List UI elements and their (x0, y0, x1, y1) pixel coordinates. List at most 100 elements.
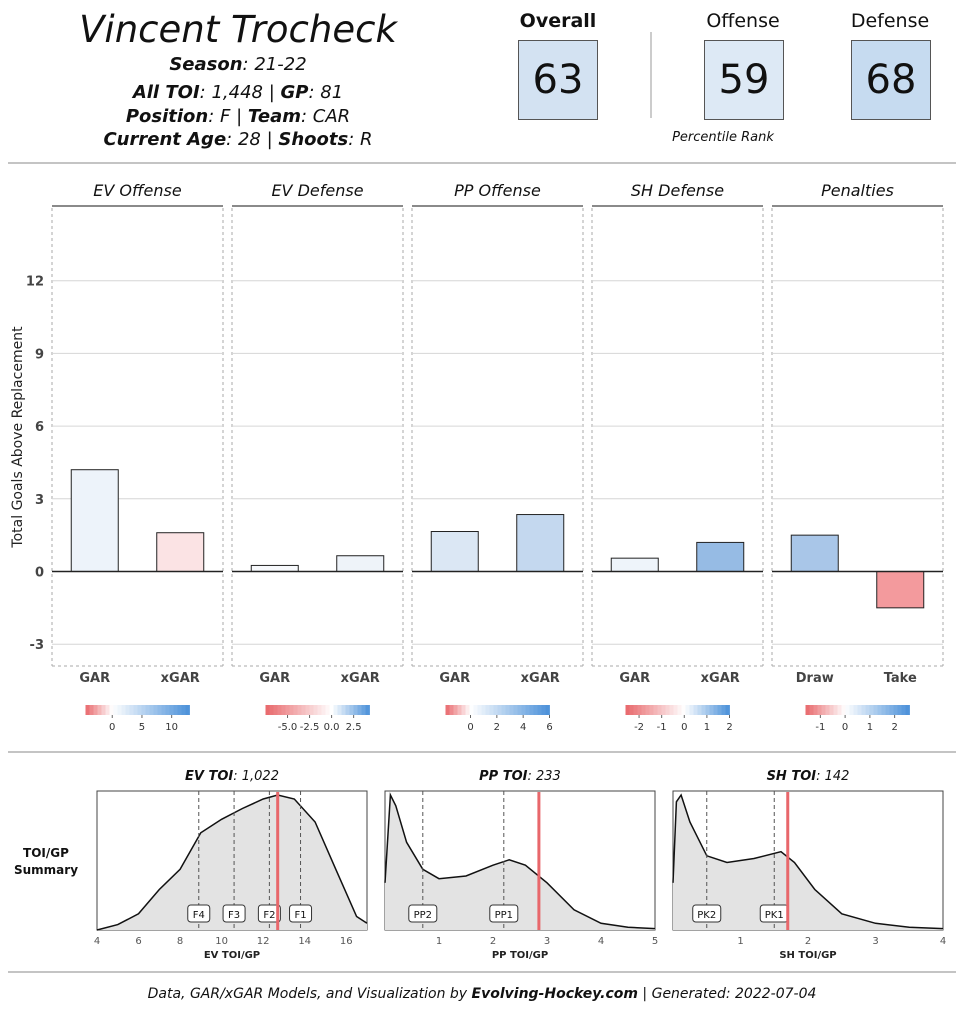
legend-gradient-cell (161, 705, 166, 715)
legend-gradient-cell (525, 705, 530, 715)
legend-gradient-cell (309, 705, 314, 715)
toi-panel-title: SH TOI: 142 (767, 769, 850, 784)
toi-x-tick-label: 3 (872, 936, 878, 947)
gar-bar (430, 531, 479, 572)
x-tick-label: GAR (439, 671, 470, 686)
toi-x-tick-label: 4 (94, 936, 100, 947)
legend-gradient-cell (805, 705, 810, 715)
season-line: Season: 21-22 (169, 54, 307, 75)
legend-tick-label: 1 (704, 722, 710, 733)
x-tick-label: xGAR (341, 671, 380, 686)
legend-gradient-cell (865, 705, 870, 715)
legend-gradient-cell (669, 705, 674, 715)
legend-gradient-cell (853, 705, 858, 715)
legend-gradient-cell (317, 705, 322, 715)
age-value: 28 (237, 129, 261, 150)
legend-gradient-cell (705, 705, 710, 715)
legend-tick-label: 10 (165, 722, 178, 733)
legend-gradient-cell (365, 705, 370, 715)
position-line: Position: F | Team: CAR (125, 106, 351, 127)
footer-prefix: Data, GAR/xGAR Models, and Visualization… (147, 986, 468, 1002)
y-tick-label: 12 (26, 275, 44, 290)
line-marker-label: F3 (228, 910, 240, 921)
x-tick-label: xGAR (161, 671, 200, 686)
toi-x-tick-label: 5 (652, 936, 658, 947)
season-label: Season (169, 54, 243, 75)
legend-gradient-cell (533, 705, 538, 715)
toi-title-label: PP TOI (479, 769, 528, 784)
legend-gradient-cell (825, 705, 830, 715)
legend-tick-label: 0 (681, 722, 687, 733)
legend-gradient-cell (833, 705, 838, 715)
toi-density-line (96, 794, 368, 931)
toi-title-value: : 142 (816, 769, 849, 784)
legend-gradient-cell (721, 705, 726, 715)
legend-gradient-cell (857, 705, 862, 715)
legend-gradient-cell (281, 705, 286, 715)
legend-gradient-cell (869, 705, 874, 715)
legend-gradient-cell (873, 705, 878, 715)
legend-gradient-cell (837, 705, 842, 715)
y-tick-label: 3 (35, 493, 44, 508)
footer-suffix: | Generated: 2022-07-04 (642, 986, 817, 1002)
legend-gradient-cell (173, 705, 178, 715)
gp-label: GP (280, 82, 309, 103)
y-axis-label: Total Goals Above Replacement (10, 326, 26, 549)
legend-gradient-cell (529, 705, 534, 715)
toi-title-label: SH TOI (767, 769, 817, 784)
line-marker-label: F1 (294, 910, 306, 921)
legend-gradient-cell (305, 705, 310, 715)
percentile-rank-caption: Percentile Rank (672, 130, 774, 145)
defense-rank-box: 68 (851, 40, 931, 120)
legend-gradient-cell (649, 705, 654, 715)
line-marker-badge (489, 904, 519, 923)
legend-gradient-cell (817, 705, 822, 715)
legend-gradient-cell (897, 705, 902, 715)
toi-title-value: : 1,022 (233, 769, 279, 784)
legend-gradient-cell (505, 705, 510, 715)
legend-gradient-cell (709, 705, 714, 715)
team-label: Team (247, 106, 301, 127)
shoots-label: Shoots (278, 129, 349, 150)
age-line: Current Age: 28 | Shoots: R (103, 129, 373, 150)
x-tick-label: xGAR (701, 671, 740, 686)
legend-gradient-cell (821, 705, 826, 715)
legend-gradient-cell (461, 705, 466, 715)
legend-gradient-cell (121, 705, 126, 715)
toi-x-tick-label: 3 (544, 936, 550, 947)
toi-x-tick-label: 2 (805, 936, 811, 947)
legend-gradient-cell (117, 705, 122, 715)
x-tick-label: GAR (619, 671, 650, 686)
legend-tick-label: 0 (109, 722, 115, 733)
legend-gradient-cell (497, 705, 502, 715)
toi-line: All TOI: 1,448 | GP: 81 (132, 82, 344, 103)
legend-gradient-cell (841, 705, 846, 715)
legend-gradient-cell (653, 705, 658, 715)
toi-panel-title: EV TOI: 1,022 (185, 769, 279, 784)
legend-gradient-cell (677, 705, 682, 715)
legend-gradient-cell (277, 705, 282, 715)
legend-gradient-cell (537, 705, 542, 715)
toi-panel-title: PP TOI: 233 (479, 769, 561, 784)
panel-title: Penalties (821, 181, 894, 200)
footer-site: Evolving-Hockey.com (471, 986, 638, 1002)
legend-tick-label: 0 (467, 722, 473, 733)
legend-tick-label: 6 (546, 722, 552, 733)
toi-title-label: EV TOI (185, 769, 233, 784)
gp-value: 81 (320, 82, 344, 103)
legend-gradient-cell (329, 705, 334, 715)
toi-x-axis-label: SH TOI/GP (779, 950, 836, 961)
legend-tick-label: -2.5 (300, 722, 320, 733)
legend-tick-label: 2 (726, 722, 732, 733)
y-tick-label: 6 (35, 420, 44, 435)
legend-tick-label: 2 (494, 722, 500, 733)
toi-x-tick-label: 8 (177, 936, 183, 947)
legend-gradient-cell (345, 705, 350, 715)
legend-gradient-cell (641, 705, 646, 715)
legend-tick-label: 5 (139, 722, 145, 733)
shoots-value: R (360, 129, 373, 150)
legend-gradient-cell (713, 705, 718, 715)
legend-gradient-cell (473, 705, 478, 715)
legend-gradient-cell (545, 705, 550, 715)
